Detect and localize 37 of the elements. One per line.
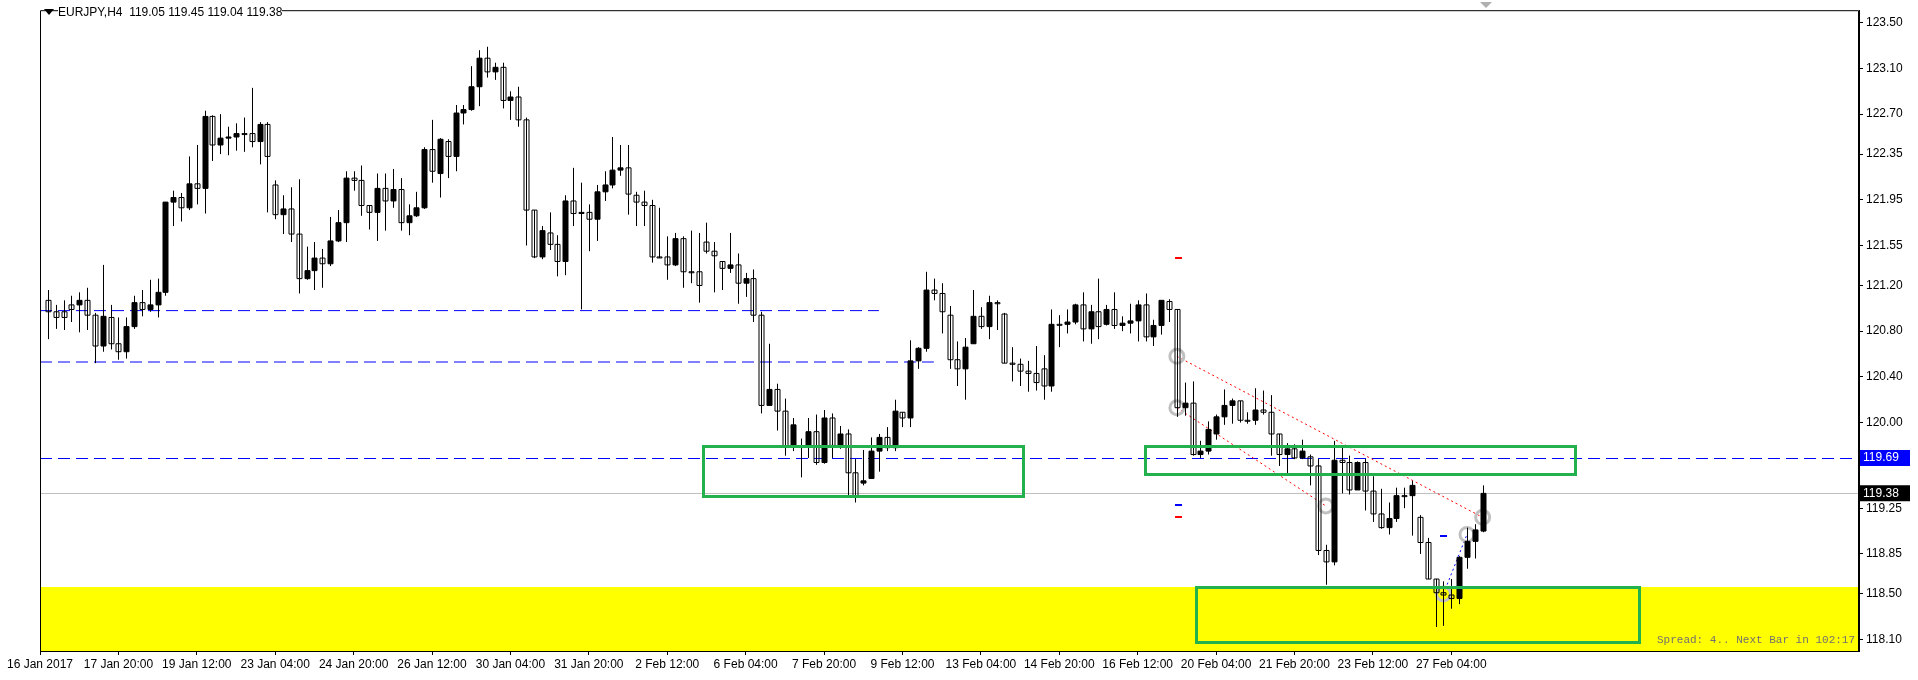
- x-tick-label: 27 Feb 04:00: [1415, 656, 1487, 671]
- x-tick-label: 30 Jan 04:00: [475, 656, 546, 671]
- x-tick-label: 31 Jan 20:00: [554, 656, 624, 671]
- y-tick-label: 118.10: [1866, 631, 1903, 646]
- x-tick-label: 24 Jan 20:00: [318, 656, 389, 671]
- x-tick-label: 21 Feb 20:00: [1259, 656, 1331, 671]
- ref-line-label: 119.38: [1863, 485, 1900, 500]
- annotation: Spread: 4.. Next Bar in 102:17: [1657, 634, 1856, 646]
- x-tick-label: 16 Feb 12:00: [1102, 656, 1174, 671]
- y-tick-label: 119.25: [1866, 500, 1903, 515]
- y-tick-label: 120.80: [1866, 323, 1904, 338]
- x-tick-label: 2 Feb 12:00: [635, 656, 700, 671]
- y-tick-label: 120.40: [1866, 369, 1904, 384]
- chart-title: EURJPY,H4 119.05 119.45 119.04 119.38: [58, 5, 283, 19]
- x-tick-label: 13 Feb 04:00: [945, 656, 1017, 671]
- x-tick-label: 26 Jan 12:00: [397, 656, 468, 671]
- y-tick-label: 121.55: [1866, 237, 1904, 252]
- x-tick-label: 17 Jan 20:00: [83, 656, 154, 671]
- x-tick-label: 14 Feb 20:00: [1023, 656, 1095, 671]
- x-tick-label: 6 Feb 04:00: [713, 656, 778, 671]
- x-tick-label: 9 Feb 12:00: [870, 656, 935, 671]
- x-tick-label: 23 Jan 04:00: [240, 656, 311, 671]
- y-tick-label: 123.50: [1866, 15, 1904, 30]
- x-tick-label: 20 Feb 04:00: [1180, 656, 1252, 671]
- y-tick-label: 121.95: [1866, 192, 1904, 207]
- y-tick-label: 123.10: [1866, 60, 1904, 75]
- y-tick-label: 121.20: [1866, 277, 1904, 292]
- x-tick-label: 16 Jan 2017: [6, 656, 74, 671]
- x-tick-label: 23 Feb 12:00: [1337, 656, 1409, 671]
- y-tick-label: 120.00: [1866, 414, 1904, 429]
- y-tick-label: 122.70: [1866, 106, 1904, 121]
- x-tick-label: 19 Jan 12:00: [162, 656, 232, 671]
- ref-line-label: 119.69: [1863, 450, 1900, 465]
- y-tick-label: 118.50: [1866, 586, 1903, 601]
- y-tick-label: 118.85: [1866, 546, 1903, 561]
- y-tick-label: 122.35: [1866, 146, 1904, 161]
- x-tick-label: 7 Feb 20:00: [792, 656, 857, 671]
